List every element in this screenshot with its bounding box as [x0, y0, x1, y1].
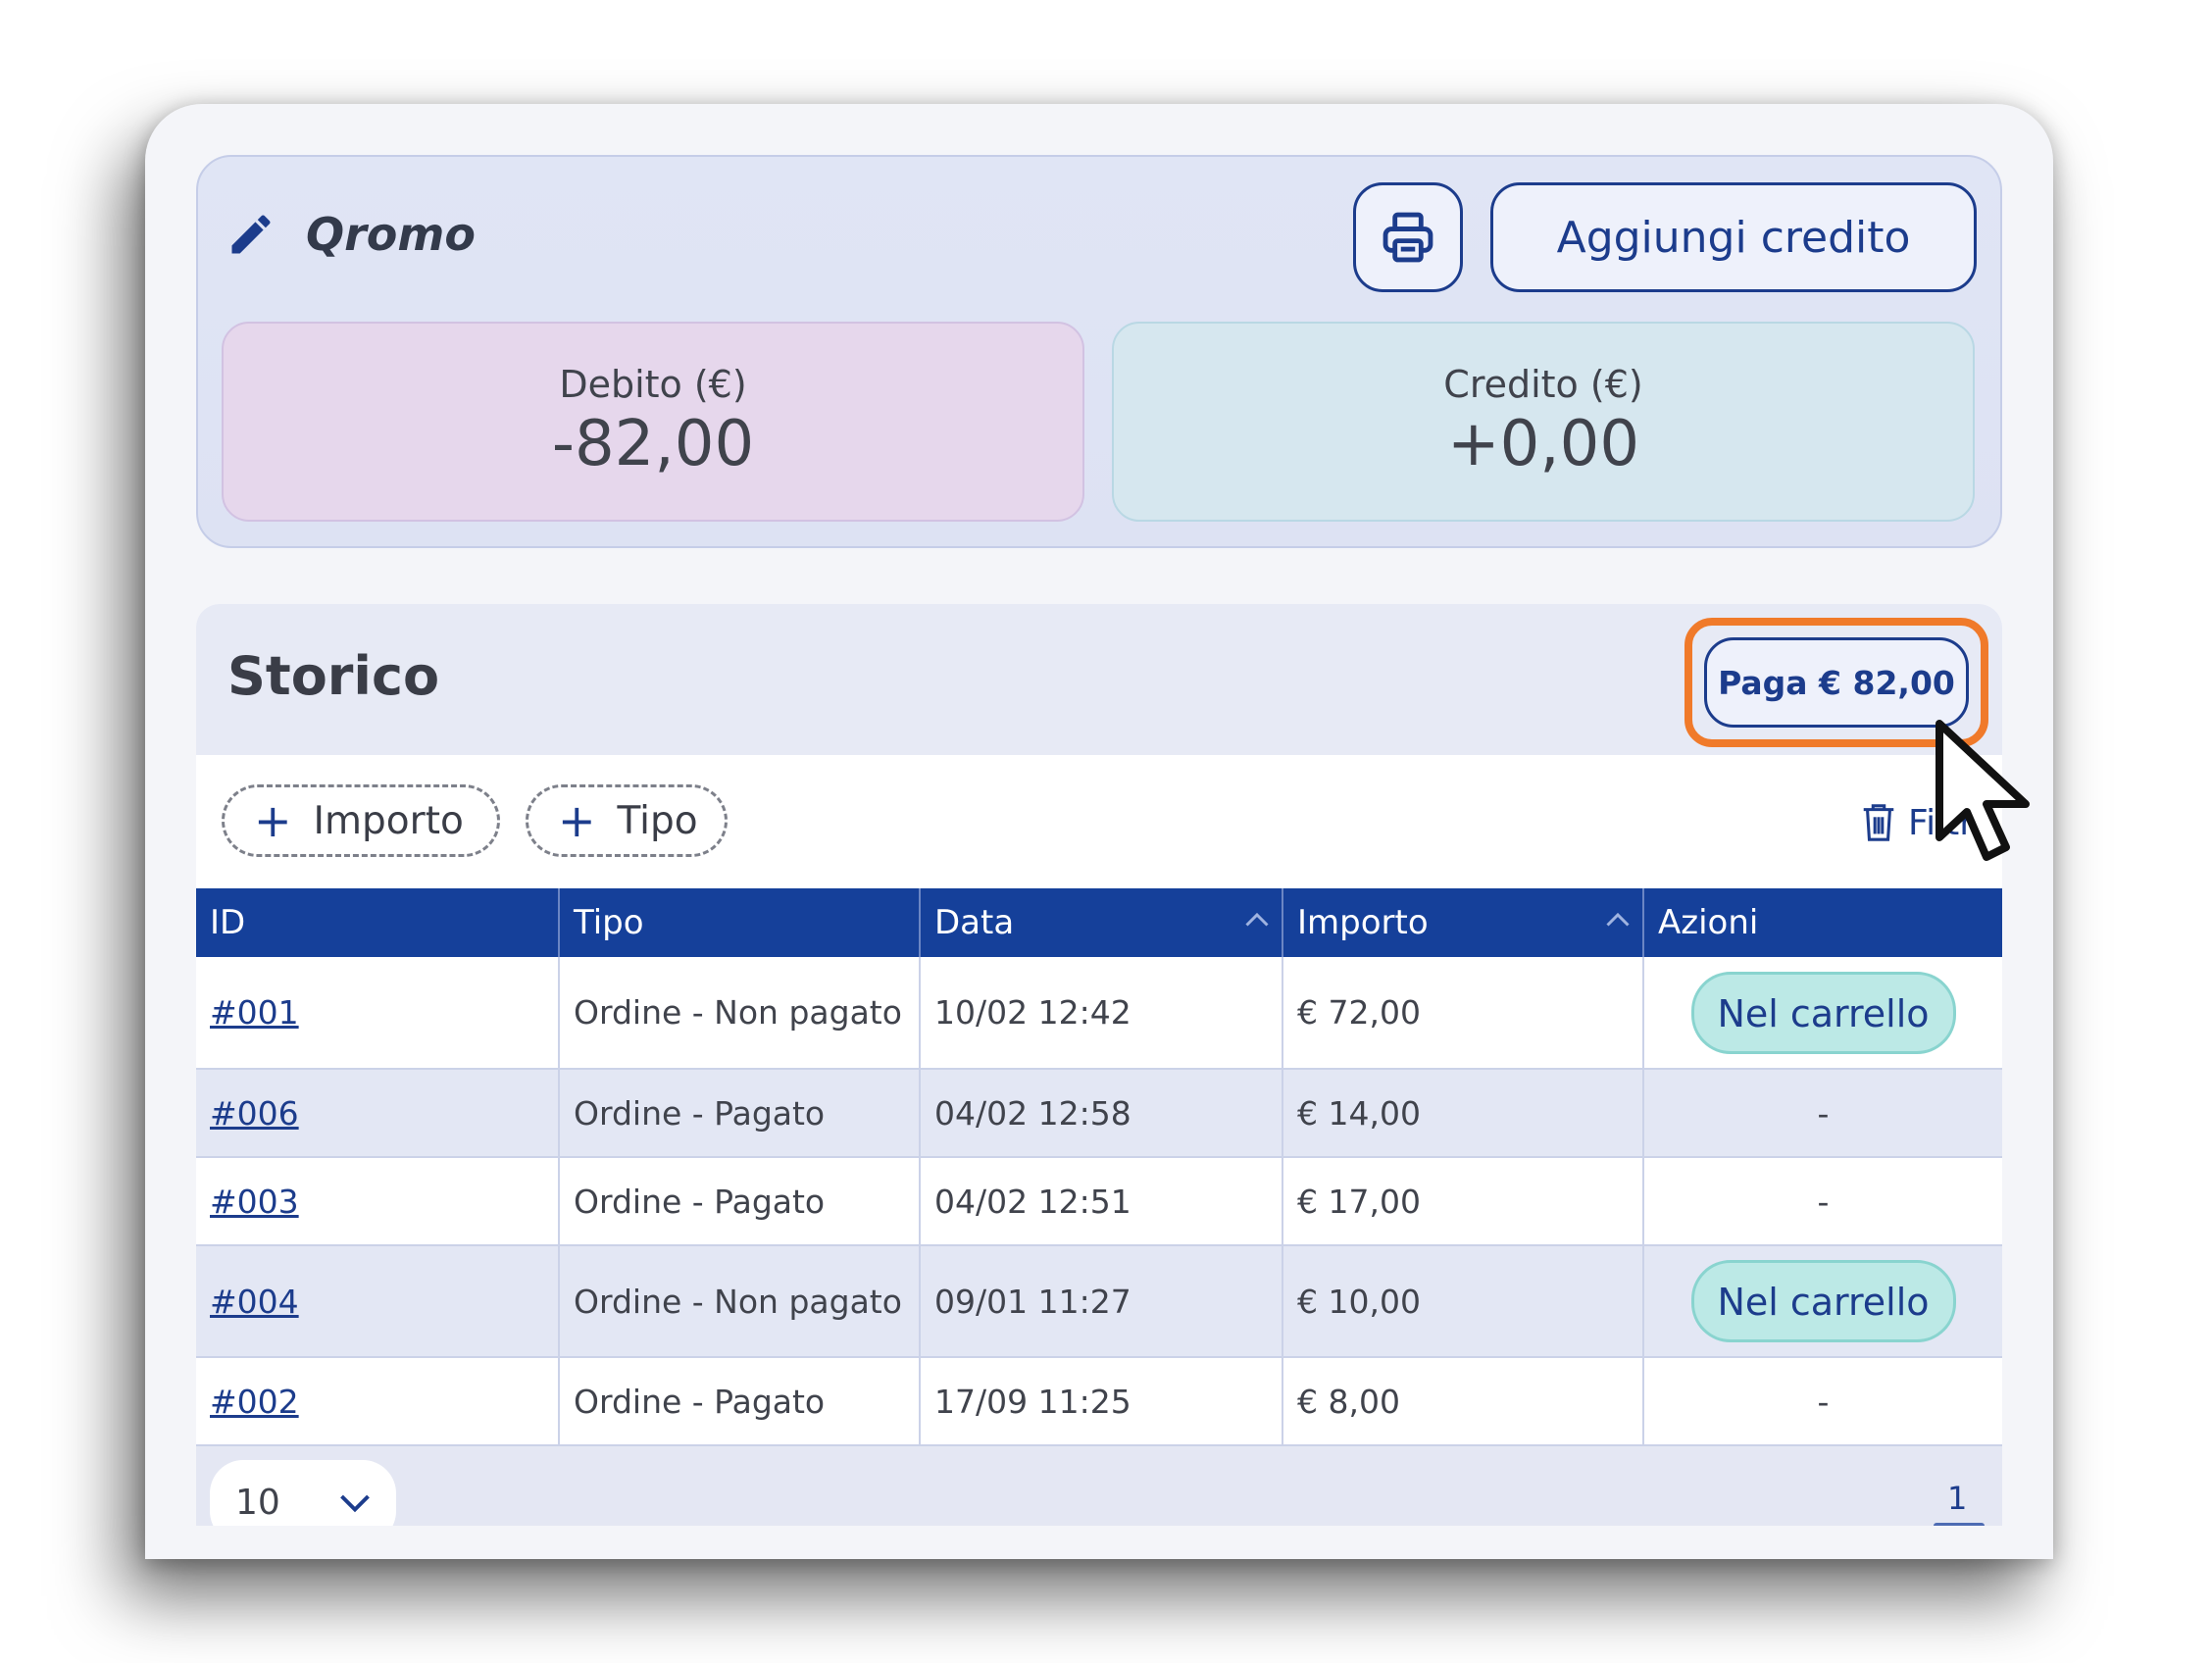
table-footer: 10 1 — [196, 1446, 2002, 1526]
cell-importo: € 17,00 — [1282, 1157, 1644, 1246]
chevron-down-icon — [340, 1494, 370, 1513]
table-row: #003 Ordine - Pagato 04/02 12:51 € 17,00… — [196, 1157, 2002, 1246]
debit-label: Debito (€) — [559, 363, 747, 406]
pencil-icon[interactable] — [226, 209, 276, 260]
column-header-id[interactable]: ID — [196, 888, 560, 957]
column-header-azioni: Azioni — [1658, 903, 1759, 942]
active-page-indicator — [1934, 1523, 1985, 1526]
order-link[interactable]: #006 — [210, 1093, 299, 1133]
column-header-importo-label: Importo — [1297, 903, 1429, 942]
trash-icon — [1863, 804, 1894, 841]
cell-tipo: Ordine - Pagato — [559, 1157, 921, 1246]
cell-data: 10/02 12:42 — [920, 957, 1283, 1070]
table-row: #002 Ordine - Pagato 17/09 11:25 € 8,00 … — [196, 1357, 2002, 1446]
cell-id: #001 — [196, 957, 560, 1070]
column-header-importo[interactable]: Importo — [1282, 888, 1644, 957]
printer-icon — [1382, 212, 1433, 263]
page-size-select[interactable]: 10 — [210, 1460, 396, 1526]
filter-chip-tipo[interactable]: + Tipo — [526, 784, 728, 857]
cell-azioni: Nel carrello — [1643, 957, 2002, 1070]
history-table: ID Tipo Data Importo Azioni #001 O — [196, 888, 2002, 1446]
print-button[interactable] — [1353, 182, 1463, 292]
cell-id: #002 — [196, 1357, 560, 1446]
cell-azioni: Nel carrello — [1643, 1245, 2002, 1358]
page-size-value: 10 — [235, 1482, 280, 1523]
cell-id: #003 — [196, 1157, 560, 1246]
history-section: Storico Paga € 82,00 + Importo + Tipo Fi… — [196, 604, 2002, 1526]
column-header-tipo[interactable]: Tipo — [559, 888, 921, 957]
cell-tipo: Ordine - Non pagato — [559, 957, 921, 1070]
filter-chip-importo[interactable]: + Importo — [222, 784, 500, 857]
cell-data: 17/09 11:25 — [920, 1357, 1283, 1446]
cell-tipo: Ordine - Pagato — [559, 1069, 921, 1158]
order-link[interactable]: #001 — [210, 993, 299, 1032]
history-title: Storico — [227, 645, 440, 707]
pagination-page[interactable]: 1 — [1947, 1480, 1968, 1517]
credit-value: +0,00 — [1446, 408, 1640, 480]
in-cart-button[interactable]: Nel carrello — [1690, 1260, 1956, 1342]
credit-label: Credito (€) — [1443, 363, 1643, 406]
table-row: #004 Ordine - Non pagato 09/01 11:27 € 1… — [196, 1245, 2002, 1358]
filter-chip-label: Importo — [313, 798, 464, 843]
pay-button-highlight — [1684, 618, 1988, 747]
order-link[interactable]: #002 — [210, 1382, 299, 1421]
pay-button[interactable]: Paga € 82,00 — [1704, 637, 1969, 728]
plus-icon: + — [558, 794, 596, 847]
cell-data: 04/02 12:51 — [920, 1157, 1283, 1246]
cell-tipo: Ordine - Pagato — [559, 1357, 921, 1446]
order-link[interactable]: #004 — [210, 1282, 299, 1321]
cell-importo: € 14,00 — [1282, 1069, 1644, 1158]
filter-bar: + Importo + Tipo Filtri — [196, 755, 2002, 888]
debit-card: Debito (€) -82,00 — [222, 322, 1084, 522]
cell-azioni: - — [1643, 1157, 2002, 1246]
order-link[interactable]: #003 — [210, 1182, 299, 1221]
cell-azioni: - — [1643, 1069, 2002, 1158]
mouse-cursor — [1936, 720, 2030, 861]
table-row: #001 Ordine - Non pagato 10/02 12:42 € 7… — [196, 957, 2002, 1070]
cell-id: #006 — [196, 1069, 560, 1158]
account-title: Qromo — [226, 208, 476, 261]
debit-value: -82,00 — [551, 408, 755, 480]
column-header-data-label: Data — [934, 903, 1015, 942]
chevron-up-icon[interactable] — [1242, 906, 1272, 935]
cell-data: 04/02 12:58 — [920, 1069, 1283, 1158]
cell-tipo: Ordine - Non pagato — [559, 1245, 921, 1358]
table-header-row: ID Tipo Data Importo Azioni — [196, 888, 2002, 957]
app-window: Qromo Aggiungi credito Debito (€) -82,00… — [145, 104, 2053, 1559]
cell-azioni: - — [1643, 1357, 2002, 1446]
cell-id: #004 — [196, 1245, 560, 1358]
cell-importo: € 72,00 — [1282, 957, 1644, 1070]
plus-icon: + — [254, 794, 292, 847]
account-card: Qromo Aggiungi credito Debito (€) -82,00… — [196, 155, 2002, 548]
column-header-data[interactable]: Data — [920, 888, 1283, 957]
cell-data: 09/01 11:27 — [920, 1245, 1283, 1358]
filter-chip-label: Tipo — [617, 798, 698, 843]
table-row: #006 Ordine - Pagato 04/02 12:58 € 14,00… — [196, 1069, 2002, 1158]
chevron-up-icon[interactable] — [1603, 906, 1633, 935]
history-header: Storico Paga € 82,00 — [196, 604, 2002, 755]
credit-card: Credito (€) +0,00 — [1112, 322, 1975, 522]
cell-importo: € 10,00 — [1282, 1245, 1644, 1358]
in-cart-button[interactable]: Nel carrello — [1690, 971, 1956, 1054]
account-name: Qromo — [306, 208, 476, 261]
cell-importo: € 8,00 — [1282, 1357, 1644, 1446]
add-credit-button[interactable]: Aggiungi credito — [1490, 182, 1977, 292]
